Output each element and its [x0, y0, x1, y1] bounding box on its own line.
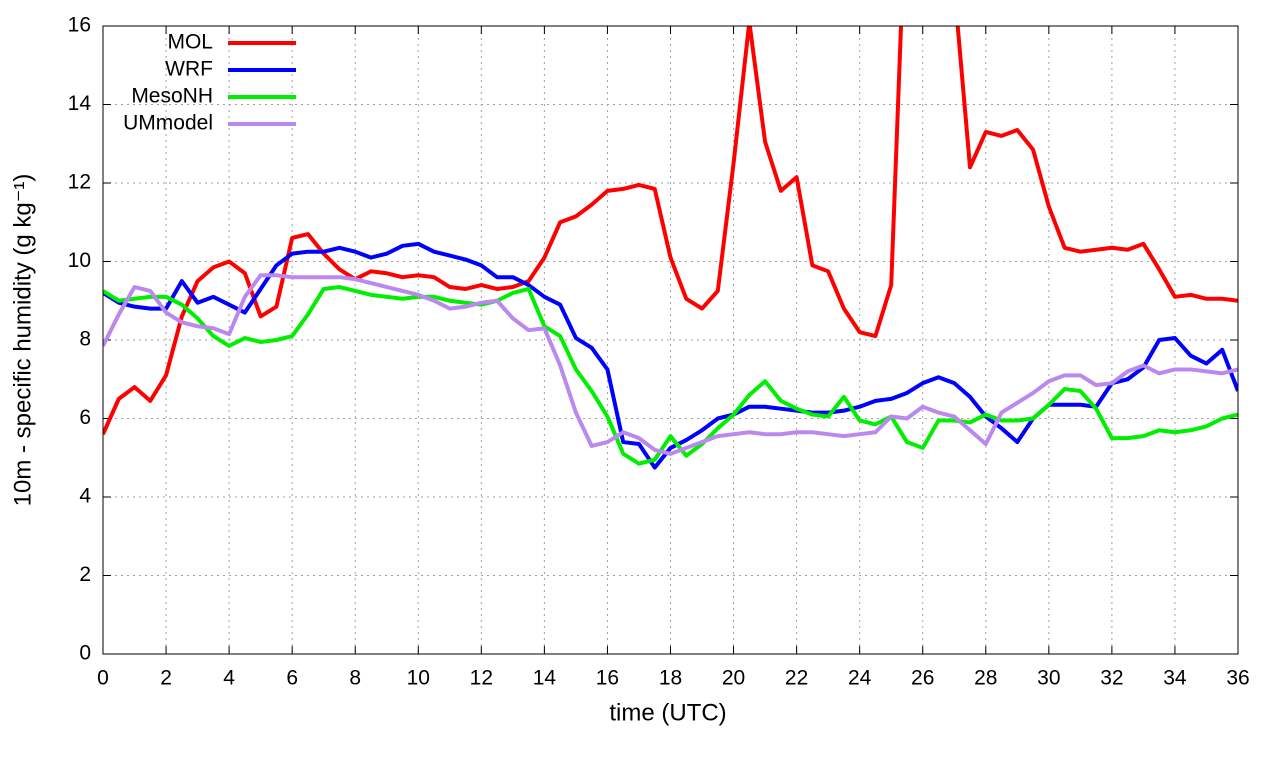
- legend-label: WRF: [165, 58, 213, 81]
- x-tick-label: 10: [407, 667, 430, 690]
- y-tick-label: 12: [68, 171, 91, 194]
- legend-label: MesoNH: [131, 85, 213, 108]
- legend-label: MOL: [167, 31, 213, 54]
- x-tick-label: 0: [97, 667, 109, 690]
- x-tick-label: 24: [848, 667, 872, 690]
- x-tick-label: 32: [1100, 667, 1123, 690]
- legend-label: UMmodel: [123, 112, 213, 135]
- y-tick-label: 6: [79, 406, 91, 429]
- x-tick-label: 34: [1163, 667, 1187, 690]
- y-tick-label: 8: [79, 328, 91, 351]
- series-line: [103, 273, 1238, 456]
- series-line: [103, 26, 1238, 436]
- y-tick-label: 0: [79, 642, 91, 665]
- x-tick-label: 8: [349, 667, 361, 690]
- y-axis-label: 10m - specific humidity (g kg⁻¹): [9, 174, 36, 507]
- y-tick-label: 10: [68, 249, 91, 272]
- x-tick-label: 36: [1226, 667, 1249, 690]
- y-tick-label: 2: [79, 563, 91, 586]
- x-tick-label: 2: [160, 667, 172, 690]
- series-line: [103, 285, 1238, 466]
- y-tick-label: 4: [79, 485, 91, 508]
- x-tick-label: 26: [911, 667, 934, 690]
- x-tick-label: 18: [659, 667, 682, 690]
- y-tick-label: 16: [68, 14, 91, 37]
- x-axis-label: time (UTC): [609, 699, 726, 726]
- y-tick-label: 14: [68, 92, 92, 115]
- plot-border: [102, 25, 1239, 655]
- x-tick-label: 4: [223, 667, 235, 690]
- x-tick-label: 6: [286, 667, 298, 690]
- plot-area: [103, 26, 1238, 470]
- x-tick-label: 12: [470, 667, 493, 690]
- x-tick-label: 16: [596, 667, 619, 690]
- x-tick-label: 20: [722, 667, 745, 690]
- x-tick-label: 14: [533, 667, 557, 690]
- x-tick-label: 28: [974, 667, 997, 690]
- x-tick-label: 22: [785, 667, 808, 690]
- x-tick-label: 30: [1037, 667, 1060, 690]
